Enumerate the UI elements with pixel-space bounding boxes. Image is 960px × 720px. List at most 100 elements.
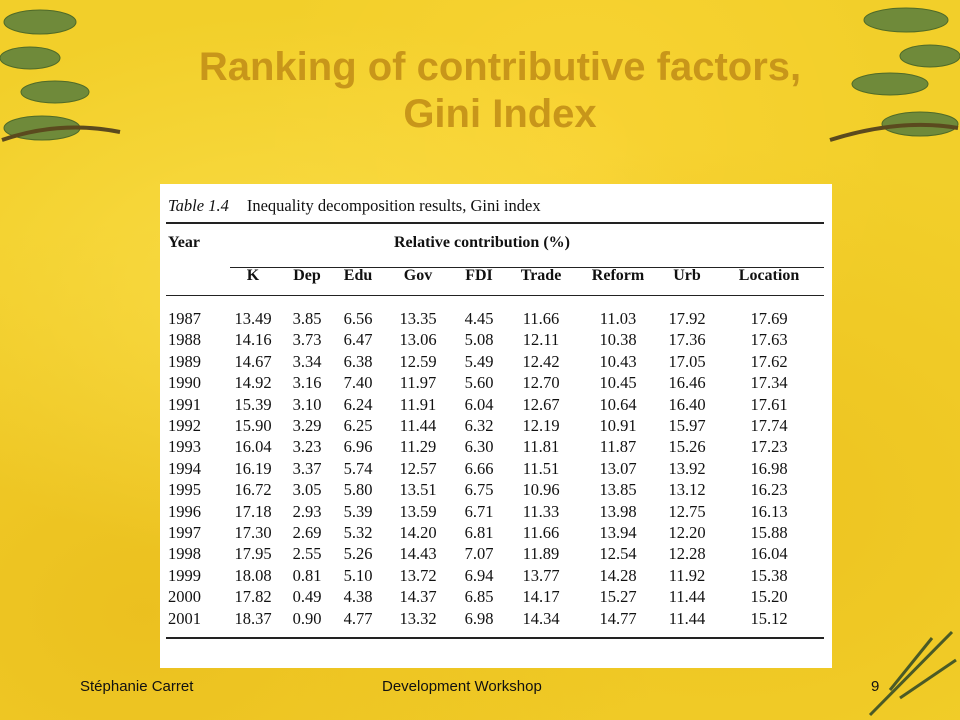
value-cell: 14.28 xyxy=(599,565,637,585)
value-cell: 6.96 xyxy=(343,437,373,457)
value-cell: 5.10 xyxy=(343,565,373,585)
inequality-table-figure: Table 1.4 Inequality decomposition result… xyxy=(160,184,832,668)
pine-branch-top-left-icon xyxy=(0,9,121,142)
slide-title-line-1: Ranking of contributive factors, xyxy=(198,45,802,89)
value-cell: 4.38 xyxy=(343,587,373,607)
value-cell: 17.69 xyxy=(750,309,788,328)
value-cell: 15.27 xyxy=(599,587,637,607)
value-cell: 16.40 xyxy=(668,394,706,414)
value-cell: 13.72 xyxy=(399,565,437,585)
year-cell: 1999 xyxy=(168,565,201,585)
column-header: Location xyxy=(738,267,800,284)
column-header: Edu xyxy=(343,267,373,284)
table-row: 1992 15.90 3.29 6.25 11.44 6.32 12.19 10.91 15.9… xyxy=(166,415,824,436)
value-cell: 14.43 xyxy=(399,544,437,564)
value-cell: 13.35 xyxy=(399,309,437,328)
value-cell: 11.44 xyxy=(668,587,706,607)
value-cell: 13.94 xyxy=(599,523,637,543)
column-header: Dep xyxy=(293,267,321,284)
value-cell: 15.20 xyxy=(750,587,788,607)
table-row: 1993 16.04 3.23 6.96 11.29 6.30 11.81 11.87 15.2… xyxy=(166,436,824,457)
value-cell: 17.63 xyxy=(750,330,788,350)
table-row: 1995 16.72 3.05 5.80 13.51 6.75 10.96 13.85 13.1… xyxy=(166,479,824,500)
year-cell: 1994 xyxy=(168,458,201,478)
value-cell: 11.33 xyxy=(522,501,560,521)
year-cell: 2001 xyxy=(168,608,201,628)
value-cell: 6.81 xyxy=(464,523,494,543)
value-cell: 10.96 xyxy=(522,480,560,500)
value-cell: 5.74 xyxy=(343,458,373,478)
value-cell: 17.74 xyxy=(750,416,788,436)
value-cell: 6.32 xyxy=(464,416,494,436)
value-cell: 17.62 xyxy=(750,351,788,371)
value-cell: 0.81 xyxy=(292,565,322,585)
pine-needle-bottom-right-icon xyxy=(868,630,957,717)
column-header-year-spacer xyxy=(166,258,224,296)
value-cell: 17.30 xyxy=(234,523,272,543)
value-cell: 15.88 xyxy=(750,523,788,543)
year-cell: 1989 xyxy=(168,351,201,371)
value-cell: 11.81 xyxy=(522,437,560,457)
value-cell: 17.23 xyxy=(750,437,788,457)
value-cell: 5.39 xyxy=(343,501,373,521)
value-cell: 6.66 xyxy=(464,458,494,478)
table-caption-number: Table 1.4 xyxy=(168,196,229,215)
value-cell: 17.05 xyxy=(668,351,706,371)
value-cell: 14.16 xyxy=(234,330,272,350)
pine-branch-top-right-icon xyxy=(829,7,960,142)
value-cell: 6.98 xyxy=(464,608,494,628)
value-cell: 15.97 xyxy=(668,416,706,436)
value-cell: 18.37 xyxy=(234,608,272,628)
table-row: 1991 15.39 3.10 6.24 11.91 6.04 12.67 10.64 16.4… xyxy=(166,394,824,415)
value-cell: 3.23 xyxy=(292,437,322,457)
value-cell: 16.19 xyxy=(234,458,272,478)
value-cell: 2.93 xyxy=(292,501,322,521)
value-cell: 10.45 xyxy=(599,373,637,393)
value-cell: 11.44 xyxy=(668,608,706,628)
value-cell: 17.36 xyxy=(668,330,706,350)
value-cell: 5.60 xyxy=(464,373,494,393)
table-row: 1994 16.19 3.37 5.74 12.57 6.66 11.51 13.07 13.9… xyxy=(166,458,824,479)
value-cell: 10.38 xyxy=(599,330,637,350)
value-cell: 14.67 xyxy=(234,351,272,371)
value-cell: 14.20 xyxy=(399,523,437,543)
value-cell: 12.20 xyxy=(668,523,706,543)
value-cell: 15.90 xyxy=(234,416,272,436)
value-cell: 14.92 xyxy=(234,373,272,393)
table-row: 1997 17.30 2.69 5.32 14.20 6.81 11.66 13.94 12.2… xyxy=(166,522,824,543)
value-cell: 3.10 xyxy=(292,394,322,414)
value-cell: 16.98 xyxy=(750,458,788,478)
value-cell: 10.64 xyxy=(599,394,637,414)
year-cell: 1997 xyxy=(168,523,201,543)
value-cell: 11.51 xyxy=(522,458,560,478)
value-cell: 6.85 xyxy=(464,587,494,607)
value-cell: 5.80 xyxy=(343,480,373,500)
value-cell: 11.89 xyxy=(522,544,560,564)
value-cell: 3.29 xyxy=(292,416,322,436)
value-cell: 13.51 xyxy=(399,480,437,500)
year-cell: 2000 xyxy=(168,587,201,607)
value-cell: 3.37 xyxy=(292,458,322,478)
value-cell: 11.66 xyxy=(522,523,560,543)
value-cell: 11.29 xyxy=(399,437,437,457)
value-cell: 13.77 xyxy=(522,565,560,585)
value-cell: 6.25 xyxy=(343,416,373,436)
contribution-table: K Dep Edu Gov FDI Trade Reform Urb Locat… xyxy=(166,258,824,629)
value-cell: 13.85 xyxy=(599,480,637,500)
value-cell: 12.70 xyxy=(522,373,560,393)
value-cell: 5.26 xyxy=(343,544,373,564)
relative-contribution-header: Relative contribution (%) xyxy=(394,234,570,251)
value-cell: 12.57 xyxy=(399,458,437,478)
column-header: K xyxy=(246,267,260,284)
value-cell: 13.12 xyxy=(668,480,706,500)
value-cell: 2.69 xyxy=(292,523,322,543)
table-header-rule-row xyxy=(166,295,824,308)
table-row: 1990 14.92 3.16 7.40 11.97 5.60 12.70 10.45 16.4… xyxy=(166,372,824,393)
table-bottom-rule xyxy=(166,637,824,640)
year-cell: 1987 xyxy=(168,309,201,328)
value-cell: 6.38 xyxy=(343,351,373,371)
value-cell: 13.92 xyxy=(668,458,706,478)
value-cell: 16.04 xyxy=(750,544,788,564)
value-cell: 11.92 xyxy=(668,565,706,585)
value-cell: 12.67 xyxy=(522,394,560,414)
